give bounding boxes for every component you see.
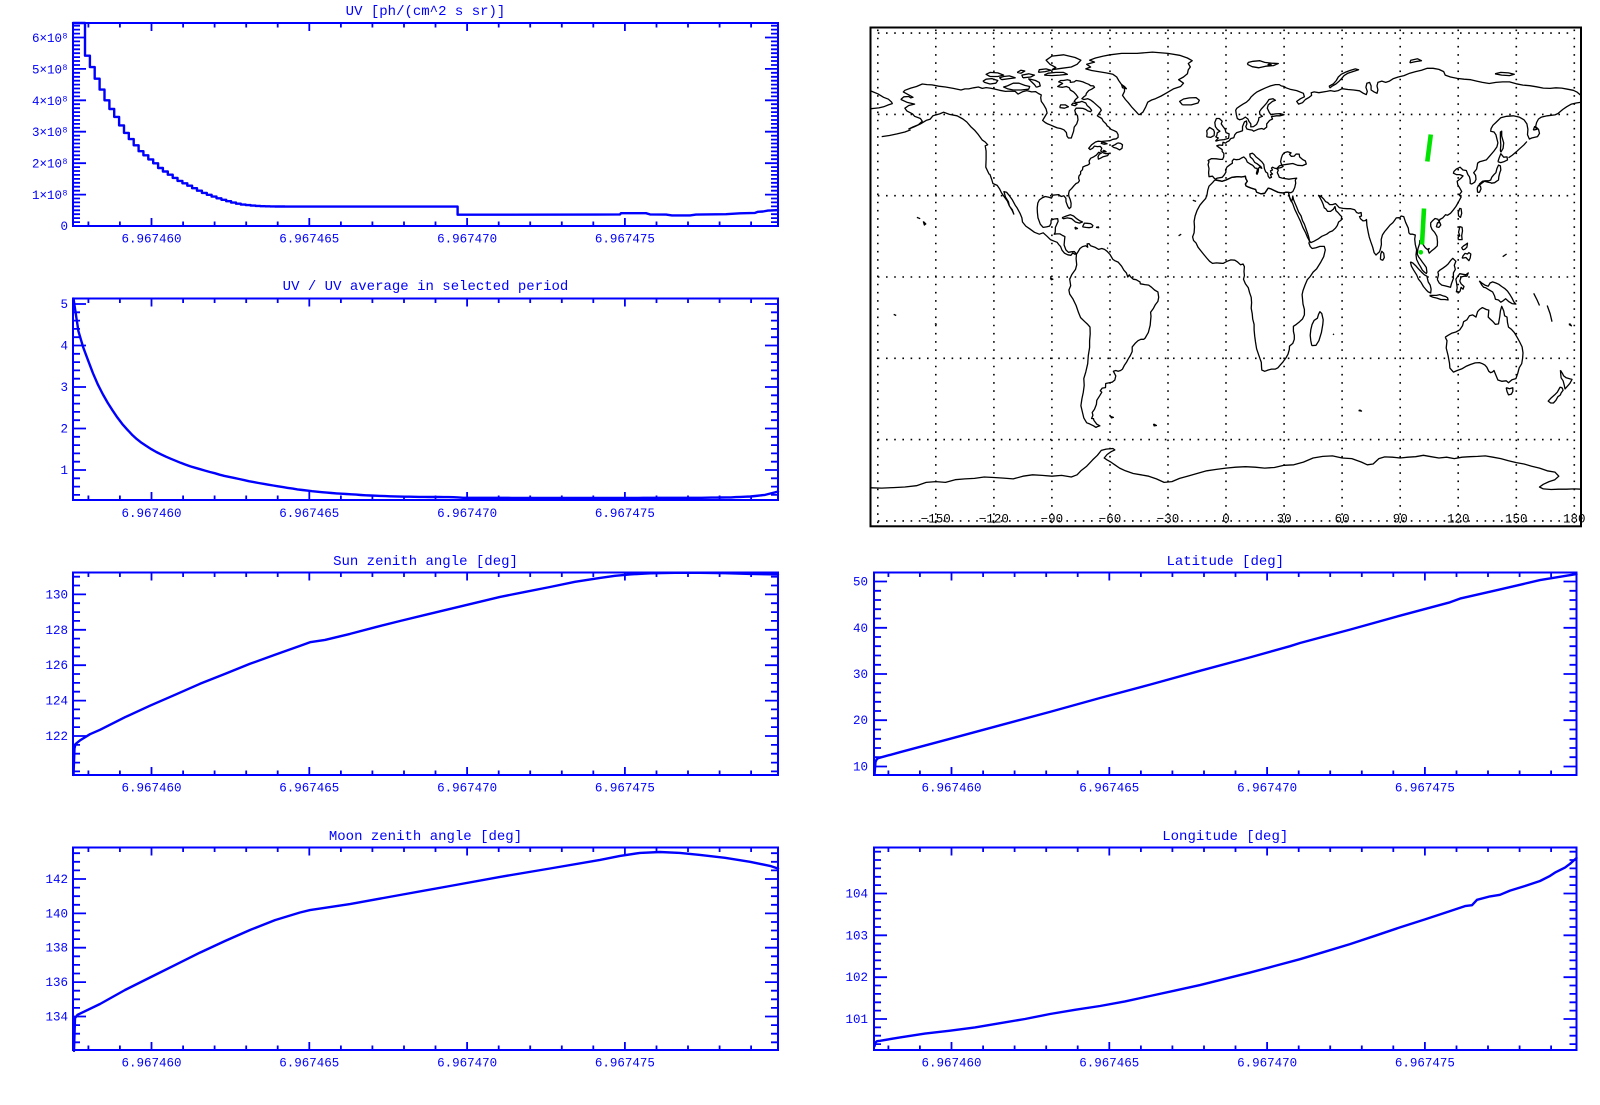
svg-text:10: 10 xyxy=(853,761,868,775)
svg-text:6.967465: 6.967465 xyxy=(1079,782,1139,796)
svg-text:90: 90 xyxy=(1393,513,1408,527)
svg-text:Longitude [deg]: Longitude [deg] xyxy=(1162,829,1288,845)
svg-text:20: 20 xyxy=(853,714,868,728)
svg-text:8: 8 xyxy=(63,95,68,104)
svg-text:6.967460: 6.967460 xyxy=(921,1057,981,1071)
svg-text:6.967475: 6.967475 xyxy=(595,1057,655,1071)
svg-text:6.967460: 6.967460 xyxy=(121,782,181,796)
svg-text:30: 30 xyxy=(853,668,868,682)
svg-text:124: 124 xyxy=(45,695,68,709)
svg-text:6.967475: 6.967475 xyxy=(595,782,655,796)
svg-text:134: 134 xyxy=(45,1011,68,1025)
svg-text:8: 8 xyxy=(63,33,68,42)
svg-text:−90: −90 xyxy=(1041,513,1064,527)
svg-text:142: 142 xyxy=(45,873,68,887)
svg-text:−30: −30 xyxy=(1157,513,1180,527)
svg-text:−150: −150 xyxy=(921,513,951,527)
svg-text:60: 60 xyxy=(1335,513,1350,527)
svg-text:6.967470: 6.967470 xyxy=(437,782,497,796)
svg-text:Latitude [deg]: Latitude [deg] xyxy=(1166,554,1284,570)
svg-text:8: 8 xyxy=(63,64,68,73)
svg-text:1: 1 xyxy=(60,464,68,478)
svg-text:6.967475: 6.967475 xyxy=(1395,782,1455,796)
svg-text:6.967470: 6.967470 xyxy=(1237,1057,1297,1071)
svg-text:6.967465: 6.967465 xyxy=(279,782,339,796)
svg-text:−120: −120 xyxy=(979,513,1009,527)
svg-text:Moon zenith angle [deg]: Moon zenith angle [deg] xyxy=(329,829,522,845)
svg-text:6.967465: 6.967465 xyxy=(279,233,339,247)
svg-text:6.967460: 6.967460 xyxy=(121,1057,181,1071)
svg-text:140: 140 xyxy=(45,907,68,921)
svg-text:128: 128 xyxy=(45,624,68,638)
svg-text:6.967470: 6.967470 xyxy=(437,1057,497,1071)
svg-text:6.967475: 6.967475 xyxy=(595,507,655,521)
svg-text:120: 120 xyxy=(1447,513,1470,527)
svg-text:6.967470: 6.967470 xyxy=(437,233,497,247)
svg-text:103: 103 xyxy=(845,929,868,943)
svg-text:6.967475: 6.967475 xyxy=(1395,1057,1455,1071)
svg-text:2×10: 2×10 xyxy=(32,158,62,172)
svg-text:122: 122 xyxy=(45,730,68,744)
svg-text:6.967460: 6.967460 xyxy=(921,782,981,796)
svg-text:8: 8 xyxy=(63,127,68,136)
svg-text:180: 180 xyxy=(1563,513,1586,527)
svg-text:UV [ph/(cm^2 s sr)]: UV [ph/(cm^2 s sr)] xyxy=(346,4,506,20)
svg-text:101: 101 xyxy=(845,1013,868,1027)
svg-text:3: 3 xyxy=(60,381,68,395)
svg-text:8: 8 xyxy=(63,158,68,167)
svg-text:4: 4 xyxy=(60,340,68,354)
svg-text:136: 136 xyxy=(45,976,68,990)
svg-text:5×10: 5×10 xyxy=(32,63,62,77)
svg-text:6.967460: 6.967460 xyxy=(121,507,181,521)
svg-text:5: 5 xyxy=(60,298,68,312)
svg-text:−60: −60 xyxy=(1099,513,1122,527)
svg-text:138: 138 xyxy=(45,942,68,956)
svg-text:130: 130 xyxy=(45,588,68,602)
svg-text:126: 126 xyxy=(45,659,68,673)
svg-text:0: 0 xyxy=(60,220,68,234)
svg-text:Sun zenith angle [deg]: Sun zenith angle [deg] xyxy=(333,554,518,570)
svg-text:6.967465: 6.967465 xyxy=(279,507,339,521)
svg-text:6.967470: 6.967470 xyxy=(437,507,497,521)
svg-text:6.967475: 6.967475 xyxy=(595,233,655,247)
svg-text:1×10: 1×10 xyxy=(32,189,62,203)
svg-text:40: 40 xyxy=(853,622,868,636)
svg-text:6.967470: 6.967470 xyxy=(1237,782,1297,796)
svg-text:150: 150 xyxy=(1505,513,1528,527)
svg-text:UV / UV average in selected pe: UV / UV average in selected period xyxy=(283,279,569,295)
svg-text:6.967465: 6.967465 xyxy=(1079,1057,1139,1071)
svg-text:30: 30 xyxy=(1277,513,1292,527)
svg-text:104: 104 xyxy=(845,888,868,902)
svg-text:6.967465: 6.967465 xyxy=(279,1057,339,1071)
svg-text:4×10: 4×10 xyxy=(32,95,62,109)
svg-text:6.967460: 6.967460 xyxy=(121,233,181,247)
svg-text:0: 0 xyxy=(1222,513,1230,527)
svg-text:3×10: 3×10 xyxy=(32,126,62,140)
svg-text:8: 8 xyxy=(63,190,68,199)
svg-text:2: 2 xyxy=(60,423,68,437)
svg-text:102: 102 xyxy=(845,971,868,985)
svg-text:50: 50 xyxy=(853,576,868,590)
svg-text:6×10: 6×10 xyxy=(32,32,62,46)
